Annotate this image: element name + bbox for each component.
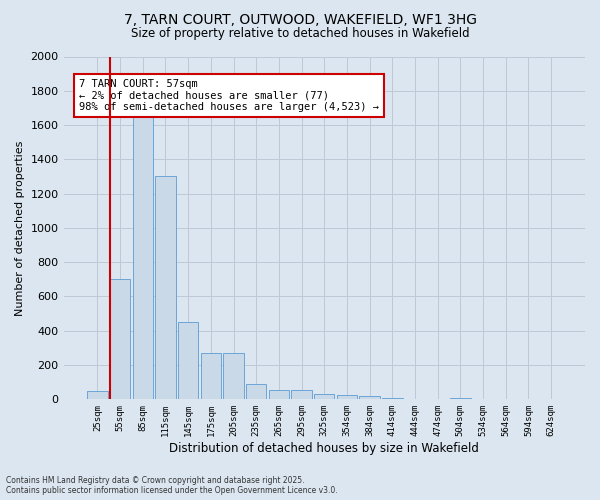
Bar — [269, 390, 289, 400]
Bar — [450, 398, 470, 400]
Bar — [246, 384, 266, 400]
Bar — [337, 395, 357, 400]
Bar — [110, 280, 130, 400]
X-axis label: Distribution of detached houses by size in Wakefield: Distribution of detached houses by size … — [169, 442, 479, 455]
Bar — [382, 398, 403, 400]
Text: Size of property relative to detached houses in Wakefield: Size of property relative to detached ho… — [131, 28, 469, 40]
Y-axis label: Number of detached properties: Number of detached properties — [15, 140, 25, 316]
Text: Contains HM Land Registry data © Crown copyright and database right 2025.
Contai: Contains HM Land Registry data © Crown c… — [6, 476, 338, 495]
Bar — [178, 322, 199, 400]
Bar — [155, 176, 176, 400]
Text: 7 TARN COURT: 57sqm
← 2% of detached houses are smaller (77)
98% of semi-detache: 7 TARN COURT: 57sqm ← 2% of detached hou… — [79, 79, 379, 112]
Bar — [200, 353, 221, 400]
Bar — [314, 394, 334, 400]
Text: 7, TARN COURT, OUTWOOD, WAKEFIELD, WF1 3HG: 7, TARN COURT, OUTWOOD, WAKEFIELD, WF1 3… — [124, 12, 476, 26]
Bar — [133, 116, 153, 400]
Bar — [292, 390, 312, 400]
Bar — [223, 353, 244, 400]
Bar — [87, 391, 107, 400]
Bar — [359, 396, 380, 400]
